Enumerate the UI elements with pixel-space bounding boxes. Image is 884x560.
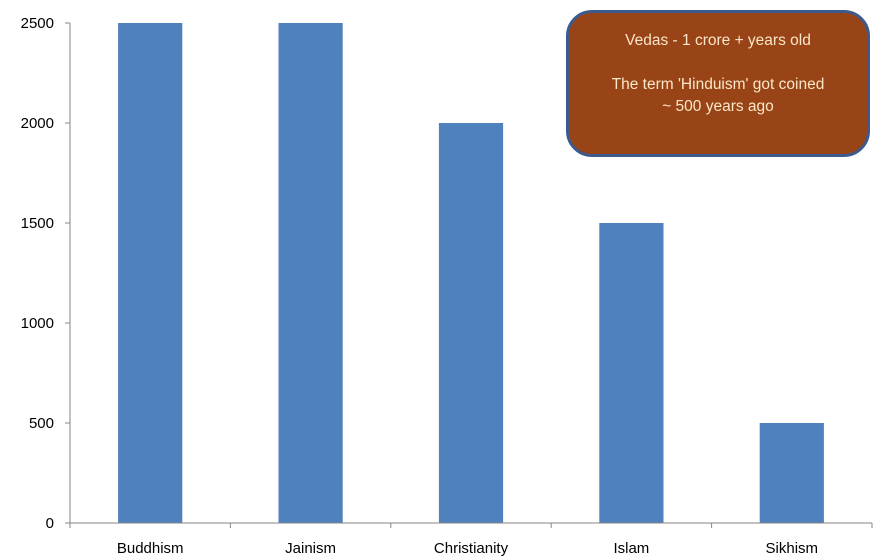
bar-buddhism	[118, 23, 183, 523]
y-tick-label: 2500	[21, 15, 54, 32]
x-tick-label: Sikhism	[766, 540, 819, 557]
annotation-box: Vedas - 1 crore + years old The term 'Hi…	[566, 10, 870, 157]
bars-group	[118, 23, 824, 523]
bar-christianity	[438, 123, 504, 523]
y-tick-label: 0	[46, 515, 54, 532]
bar-jainism	[278, 23, 343, 523]
annotation-line-1: Vedas - 1 crore + years old	[625, 32, 811, 49]
y-tick-label: 500	[29, 415, 54, 432]
x-labels-group: Buddhism Jainism Christianity Islam Sikhism	[117, 540, 818, 557]
axes-group	[69, 23, 873, 528]
x-tick-label: Buddhism	[117, 540, 184, 557]
bar-islam	[599, 223, 664, 523]
annotation-line-2: The term 'Hinduism' got coined ~ 500 yea…	[611, 76, 825, 115]
y-tick-label: 1500	[21, 215, 54, 232]
x-tick-label: Islam	[613, 540, 649, 557]
y-tick-label: 1000	[21, 315, 54, 332]
x-tick-label: Jainism	[285, 540, 336, 557]
bar-sikhism	[759, 423, 824, 523]
x-tick-label: Christianity	[434, 540, 509, 557]
y-ticks-group: 0 500 1000 1500 2000 2500	[21, 15, 70, 532]
y-tick-label: 2000	[21, 115, 54, 132]
